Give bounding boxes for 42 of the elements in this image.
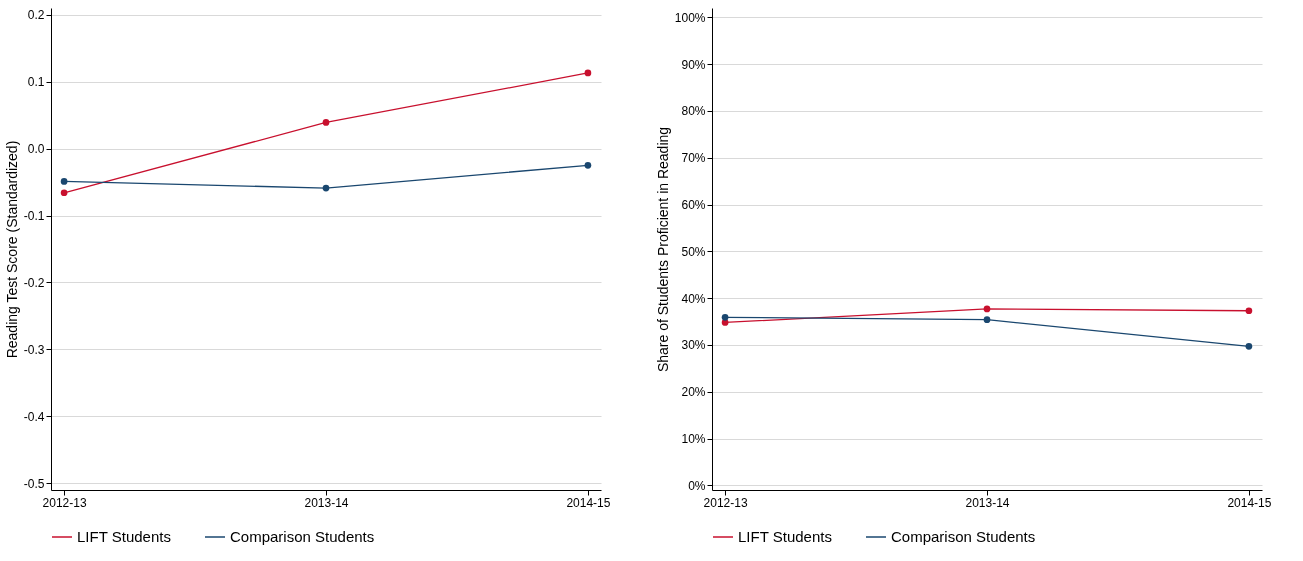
point [322, 119, 330, 126]
point [983, 316, 991, 324]
y-axis-title: Reading Test Score (Standardized) [3, 140, 20, 359]
x-tick-label: 2012-13 [42, 495, 87, 510]
x-tick-label: 2013-14 [965, 495, 1010, 510]
x-tick-label: 2012-13 [703, 495, 748, 510]
x-tick-label: 2013-14 [304, 495, 349, 510]
legend-label: Comparison Students [891, 528, 1036, 545]
y-tick-label: 60% [681, 198, 706, 213]
y-tick-label: -0.2 [23, 275, 45, 290]
point [584, 69, 592, 77]
y-tick-label: 50% [681, 244, 706, 259]
y-tick-label: 20% [681, 385, 706, 400]
y-tick-label: 0.0 [27, 142, 45, 157]
legend-label: LIFT Students [77, 528, 171, 545]
y-tick-label: -0.4 [23, 409, 45, 424]
y-tick-label: 30% [681, 338, 706, 353]
point [584, 161, 592, 169]
point [1245, 307, 1253, 315]
legend-label: Comparison Students [230, 528, 375, 545]
y-tick-label: 0.2 [27, 8, 45, 23]
y-tick-label: 0.1 [27, 75, 45, 90]
y-tick-label: -0.5 [23, 476, 45, 491]
y-axis-title: Share of Students Proficient in Reading [654, 126, 671, 373]
point [60, 178, 68, 185]
point [721, 313, 729, 321]
point [1245, 342, 1253, 350]
y-tick-label: 0% [688, 478, 706, 493]
x-tick-label: 2014-15 [1227, 495, 1272, 510]
point [983, 305, 991, 313]
y-tick-label: -0.3 [23, 342, 45, 357]
y-tick-label: 70% [681, 151, 706, 166]
y-tick-label: 40% [681, 291, 706, 306]
y-tick-label: -0.1 [23, 209, 45, 224]
y-tick-label: 10% [681, 432, 706, 447]
x-tick-label: 2014-15 [566, 495, 611, 510]
y-tick-label: 100% [674, 10, 706, 25]
point [322, 184, 330, 192]
y-tick-label: 90% [681, 57, 706, 72]
legend-label: LIFT Students [738, 528, 832, 545]
point [60, 189, 68, 197]
y-tick-label: 80% [681, 104, 706, 119]
